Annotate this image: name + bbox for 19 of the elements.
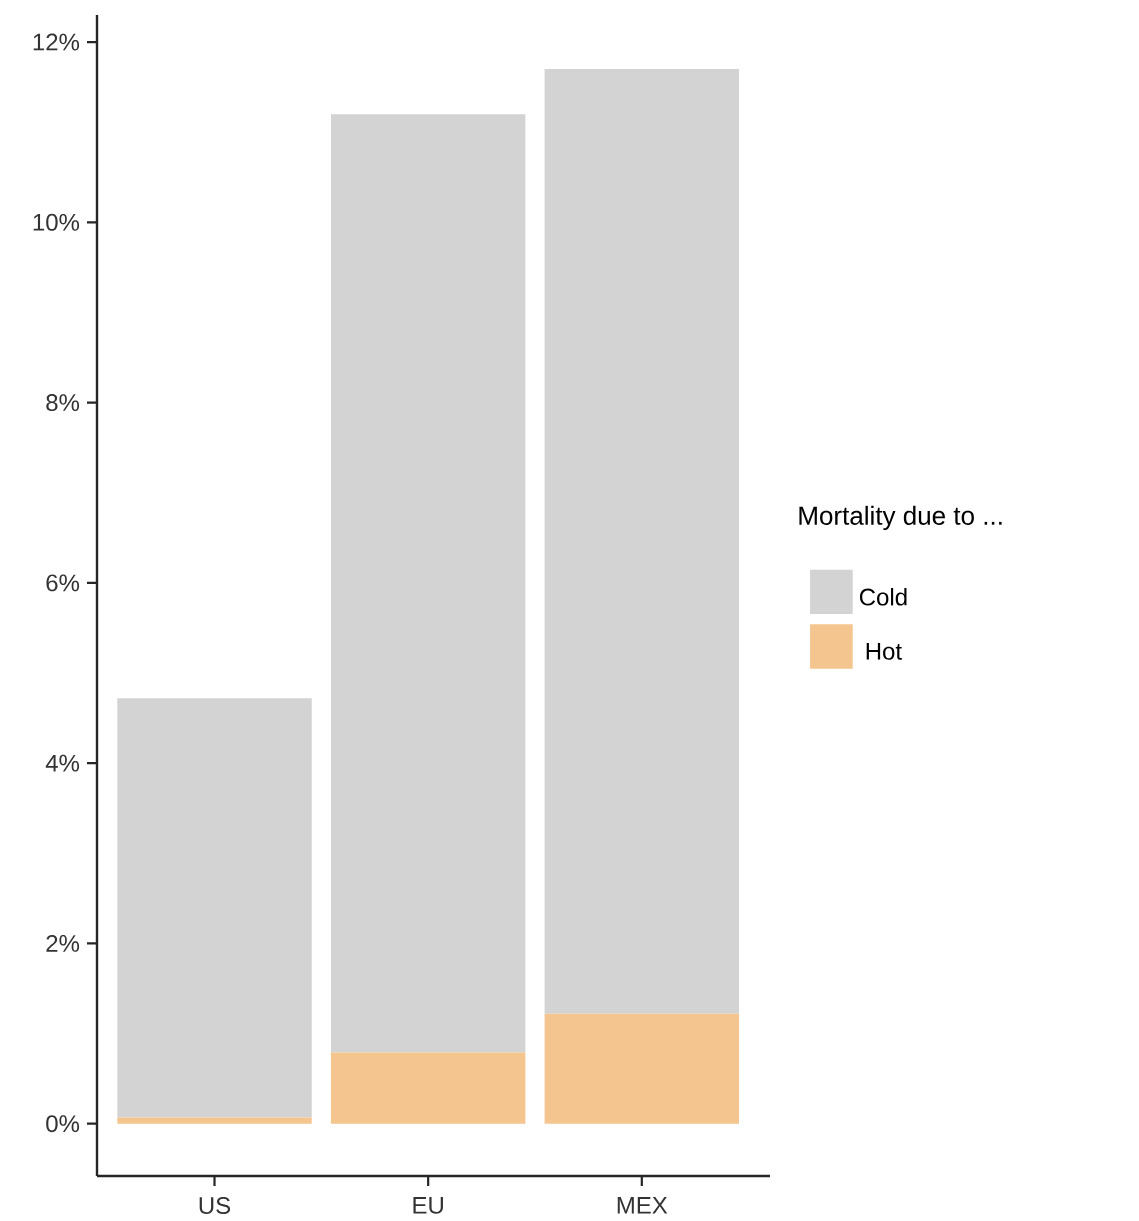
y-tick-label: 10% (33, 213, 80, 231)
legend-title: Mortality due to ... (799, 505, 1002, 531)
bar (117, 1117, 312, 1124)
y-tick-label: 12% (33, 33, 80, 51)
y-tick-label: 4% (45, 754, 80, 772)
y-tick-label: 2% (46, 934, 80, 952)
legend-label: Cold (859, 587, 907, 606)
bar (117, 698, 312, 1118)
legend-label: Hot (866, 643, 902, 660)
y-tick-label: 6% (46, 574, 80, 592)
bar (330, 114, 526, 1053)
x-tick-label: US (199, 1197, 231, 1215)
bar (544, 69, 740, 1014)
bar (330, 1052, 526, 1124)
bar (544, 1013, 740, 1124)
y-tick-label: 8% (46, 394, 80, 412)
x-tick-label: EU (413, 1197, 443, 1214)
x-tick-label: MEX (617, 1197, 668, 1214)
y-tick-label: 0% (46, 1115, 80, 1133)
